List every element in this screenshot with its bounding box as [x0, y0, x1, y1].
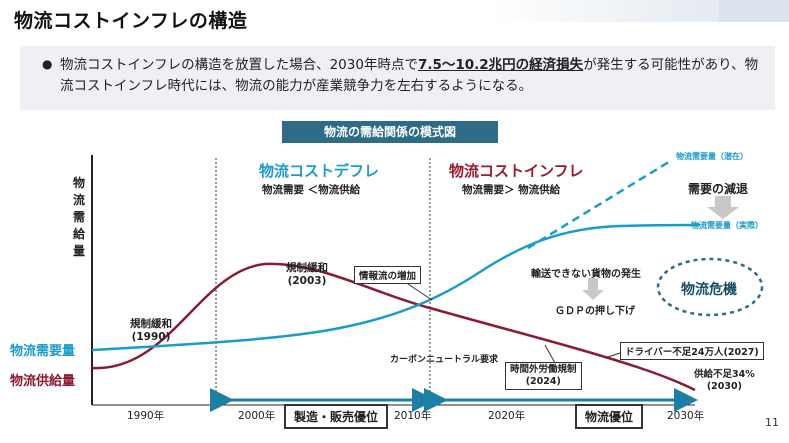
page-number: 11 [765, 416, 779, 429]
demand-reduction-label: 需要の減退 [688, 182, 749, 196]
summary-text-after: が発生する可能性があり、物流コストインフレ時代には、物流の能力が産業競争力を左右… [60, 57, 759, 94]
supply-curve [91, 262, 696, 392]
dereg-1990-label: 規制緩和 (1990) [130, 318, 172, 343]
demand-label: 物流需要量 [10, 344, 76, 359]
gdp-label: ＧＤＰの押し下げ [555, 306, 635, 317]
carbon-neutral-label: カーボンニュートラル要求 [390, 355, 499, 365]
manufacturing-advantage-label: 製造・販売優位 [284, 404, 389, 429]
crisis-ellipse [656, 257, 764, 317]
dereg-2003-label: 規制緩和 (2003) [286, 262, 328, 287]
page-title: 物流コストインフレの構造 [14, 10, 248, 32]
diagram-title: 物流の需給関係の模式図 [282, 121, 498, 143]
logistics-crisis-label: 物流危機 [681, 282, 737, 298]
demand-curve-latent [527, 158, 673, 250]
phase-inflation-subtitle: 物流需要＞ 物流供給 [462, 184, 561, 196]
phase-inflation-title: 物流コストインフレ [449, 162, 584, 180]
summary-box: ● 物流コストインフレの構造を放置した場合、2030年時点で7.5〜10.2兆円… [20, 46, 775, 110]
tick-1990: 1990年 [127, 410, 165, 422]
tick-2000: 2000年 [238, 410, 276, 422]
driver-shortage-box: ドライバー不足24万人(2027) [620, 342, 764, 360]
supply-shortage-label: 供給不足34% (2030) [694, 369, 755, 392]
y-axis-label: 物流需給量 [72, 176, 85, 258]
driver-leader [604, 352, 621, 359]
supply-label: 物流供給量 [10, 374, 76, 389]
summary-emphasis: 7.5〜10.2兆円の経済損失 [417, 57, 584, 73]
demand-reduction-arrow [707, 196, 739, 219]
overtime-box: 時間外労働規制 (2024) [505, 362, 582, 390]
demand-actual-label: 物流需要量（実際） [691, 221, 763, 230]
demand-curve-actual [91, 223, 701, 352]
tick-2030: 2030年 [667, 410, 705, 422]
summary-text-before: 物流コストインフレの構造を放置した場合、2030年時点で [60, 57, 418, 73]
overtime-leader [544, 344, 556, 364]
info-flow-leader [404, 281, 433, 301]
header-gradient [489, 0, 789, 22]
phase-deflation-title: 物流コストデフレ [259, 162, 380, 180]
demand-latent-label: 物流需要量（潜在） [676, 152, 748, 161]
bullet-icon: ● [42, 57, 53, 71]
logistics-advantage-label: 物流優位 [575, 404, 644, 429]
header-accent-block [719, 0, 789, 22]
info-flow-box: 情報流の増加 [354, 266, 422, 284]
gdp-arrow [582, 278, 604, 300]
tick-2010: 2010年 [394, 410, 432, 422]
tick-2020: 2020年 [488, 410, 526, 422]
summary-text: 物流コストインフレの構造を放置した場合、2030年時点で7.5〜10.2兆円の経… [60, 55, 760, 97]
phase-deflation-subtitle: 物流需要 ＜物流供給 [262, 184, 361, 196]
undeliverable-label: 輸送できない貨物の発生 [531, 269, 641, 280]
